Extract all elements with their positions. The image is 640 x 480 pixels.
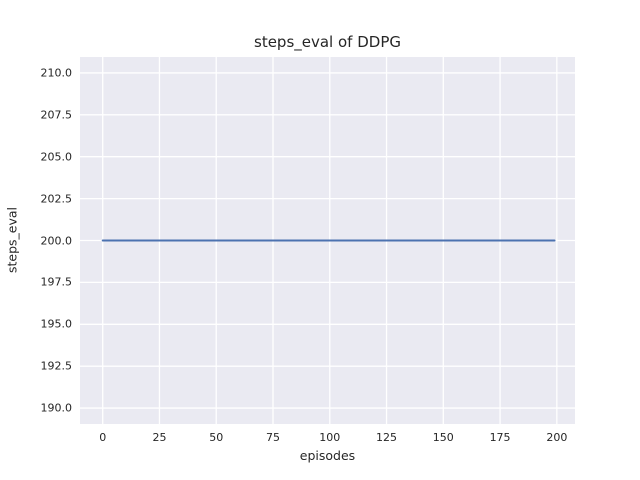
plot-canvas	[80, 57, 575, 424]
x-axis-label: episodes	[299, 448, 356, 463]
y-tick-label: 197.5	[40, 275, 73, 289]
y-tick-label: 195.0	[40, 317, 73, 331]
x-tick-label: 125	[376, 431, 398, 444]
x-tick-label: 150	[432, 431, 454, 444]
y-tick-label: 210.0	[40, 66, 73, 80]
y-tick-label: 202.5	[40, 192, 73, 206]
x-tick-label: 100	[319, 431, 341, 444]
y-tick-label: 207.5	[40, 108, 73, 122]
x-tick-label: 25	[152, 431, 167, 444]
x-tick-label: 0	[99, 431, 107, 444]
y-tick-label: 192.5	[40, 359, 73, 373]
y-tick-label: 190.0	[40, 401, 73, 415]
x-tick-label: 50	[209, 431, 224, 444]
y-tick-label: 200.0	[40, 234, 73, 247]
chart-title: steps_eval of DDPG	[254, 33, 401, 51]
y-tick-label: 205.0	[40, 150, 73, 164]
x-tick-label: 75	[266, 431, 280, 444]
x-tick-label: 175	[489, 431, 511, 444]
x-tick-label: 200	[546, 431, 568, 444]
plot-area	[80, 57, 575, 424]
